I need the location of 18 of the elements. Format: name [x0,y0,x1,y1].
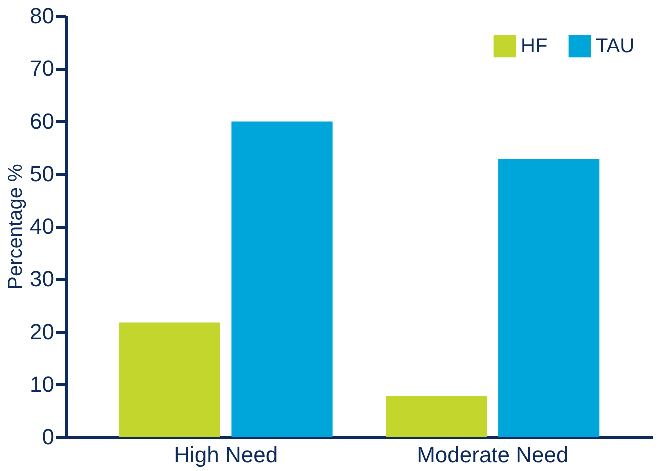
y-tick-label: 0 [42,424,54,450]
bar [498,159,600,437]
y-tick-label: 30 [30,266,54,292]
x-tick-label: High Need [174,442,278,468]
y-axis-title: Percentage % [5,164,28,290]
y-tick-label: 20 [30,319,54,344]
y-tick-label: 40 [30,214,54,239]
y-tick-label: 50 [30,161,54,186]
x-tick-label: Moderate Need [417,442,569,468]
y-tick-label: 60 [30,108,54,134]
bar [232,122,333,437]
y-tick-label: 10 [30,372,54,397]
y-tick-label: 70 [30,56,54,82]
bar [386,396,488,437]
legend-label: TAU [596,35,635,58]
y-tick-label: 80 [30,4,54,28]
bar [119,322,220,437]
legend-label: HF [521,35,548,58]
